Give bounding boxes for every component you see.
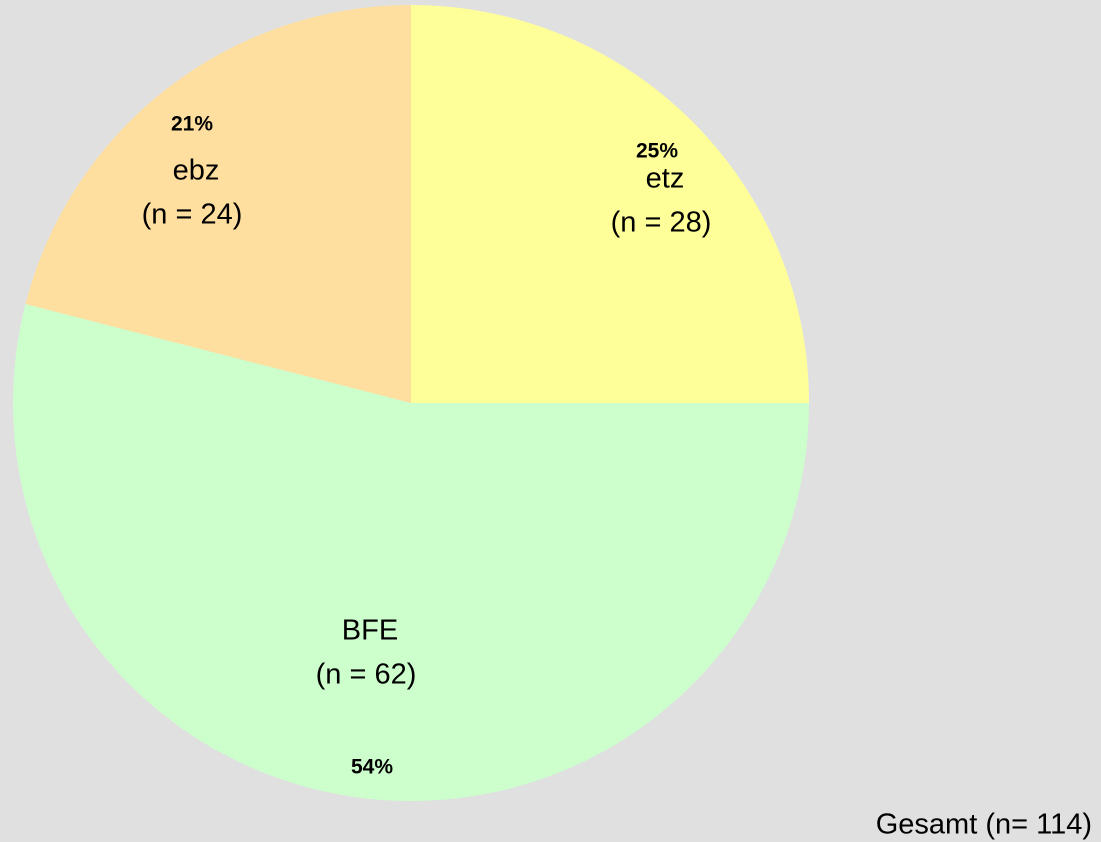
slice-count: (n = 62) xyxy=(316,659,417,691)
pie-slice xyxy=(25,4,411,404)
slice-count: (n = 28) xyxy=(611,207,712,239)
slice-percent: 54% xyxy=(351,756,393,779)
slice-count: (n = 24) xyxy=(142,199,243,231)
slice-label: ebz xyxy=(173,155,220,187)
slice-label: BFE xyxy=(342,615,398,647)
slice-percent: 21% xyxy=(171,113,213,136)
pie-slice xyxy=(411,5,809,403)
slice-percent: 25% xyxy=(636,140,678,163)
pie xyxy=(13,4,809,801)
annotation: Gesamt (n= 114) xyxy=(876,809,1092,841)
slice-label: etz xyxy=(646,163,685,195)
pie-slice xyxy=(13,304,809,801)
